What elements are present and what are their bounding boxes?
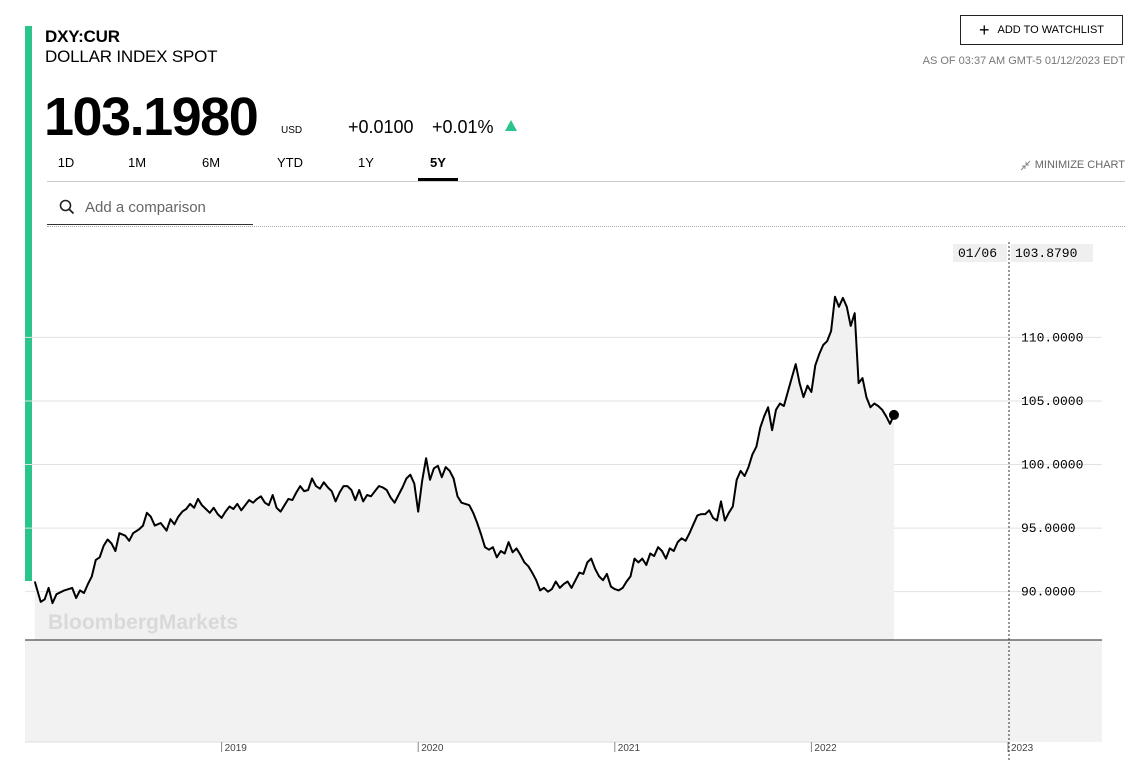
tooltip-value-box <box>1011 244 1093 262</box>
minimize-chart-button[interactable]: MINIMIZE CHART <box>1020 159 1125 171</box>
tab-1y[interactable]: 1Y <box>358 155 374 170</box>
price-area <box>34 296 895 640</box>
add-to-watchlist-label: ADD TO WATCHLIST <box>997 24 1105 36</box>
tab-1m[interactable]: 1M <box>127 155 147 170</box>
time-range-tabs: 1D 1M 6M YTD 1Y 5Y <box>47 155 1125 182</box>
tab-6m[interactable]: 6M <box>201 155 221 170</box>
price-change-percent: +0.01% <box>432 117 494 137</box>
y-tick-label: 110.0000 <box>1021 330 1083 345</box>
x-tick-label: 2019 <box>225 743 248 754</box>
as-of-timestamp: AS OF 03:37 AM GMT-5 01/12/2023 EDT <box>922 55 1125 67</box>
minimize-chart-label: MINIMIZE CHART <box>1034 159 1125 171</box>
comparison-search <box>47 190 253 225</box>
current-point-marker <box>888 409 899 420</box>
last-price: 103.1980 <box>44 87 259 147</box>
tooltip-date-box <box>953 244 1007 262</box>
tab-ytd[interactable]: YTD <box>277 155 303 170</box>
price-change: +0.0100 <box>348 117 414 137</box>
x-tick-label: 2022 <box>814 743 837 754</box>
search-icon <box>59 199 75 215</box>
tooltip-date: 01/06 <box>958 246 997 261</box>
y-tick-label: 95.0000 <box>1021 521 1076 536</box>
bloomberg-watermark: BloombergMarkets <box>48 611 238 634</box>
volume-pane <box>25 640 1102 742</box>
comparison-input[interactable] <box>83 197 247 217</box>
y-tick-label: 105.0000 <box>1021 394 1083 409</box>
x-tick-label: 2020 <box>421 743 444 754</box>
tooltip-value: 103.8790 <box>1015 246 1077 261</box>
search-divider <box>47 226 1125 227</box>
y-tick-label: 90.0000 <box>1021 585 1076 600</box>
ticker-symbol: DXY:CUR <box>45 27 120 46</box>
minimize-icon <box>1020 160 1031 170</box>
tab-1d[interactable]: 1D <box>57 155 75 170</box>
x-tick-label: 2021 <box>618 743 641 754</box>
tab-5y[interactable]: 5Y <box>418 155 458 181</box>
add-to-watchlist-button[interactable]: + ADD TO WATCHLIST <box>960 15 1123 45</box>
tabs-divider <box>47 181 1125 182</box>
y-tick-label: 100.0000 <box>1021 458 1083 473</box>
security-name: DOLLAR INDEX SPOT <box>45 47 218 66</box>
accent-bar <box>25 26 32 581</box>
plus-icon: + <box>978 20 990 40</box>
up-arrow-icon <box>505 120 517 131</box>
x-tick-label: 2023 <box>1011 743 1034 754</box>
price-line <box>33 295 895 605</box>
currency-label: USD <box>281 125 303 136</box>
